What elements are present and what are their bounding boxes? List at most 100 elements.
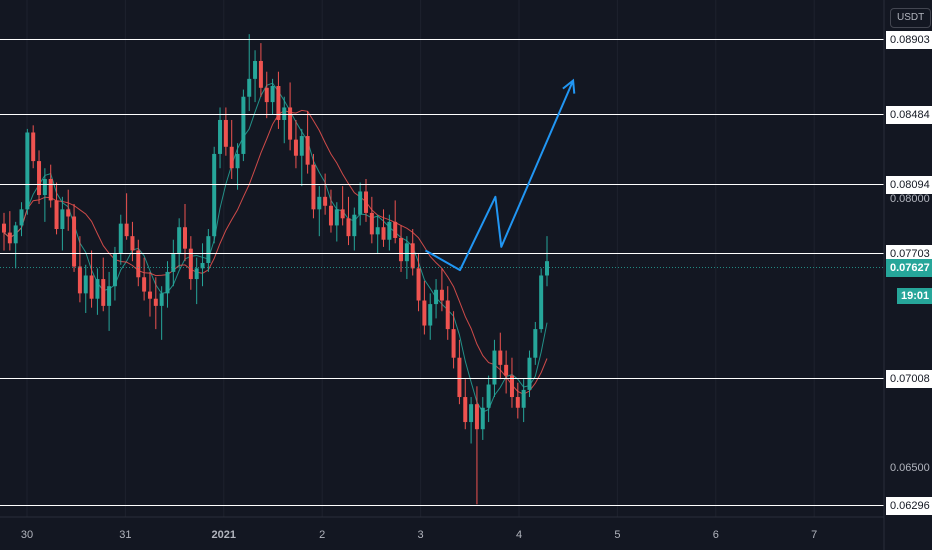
candle-body — [19, 209, 24, 226]
candle-body — [515, 397, 520, 408]
time-axis-tick: 4 — [516, 529, 522, 541]
time-axis: 30 31 2021 2 3 4 5 6 7 — [21, 529, 817, 541]
candle-body — [235, 153, 240, 169]
candle-body — [200, 262, 205, 269]
time-axis-tick: 2 — [319, 529, 325, 541]
candle-body — [118, 223, 123, 255]
candle-body — [101, 279, 106, 306]
candle-body — [334, 209, 339, 226]
candle-body — [177, 227, 182, 255]
candle-body — [183, 227, 187, 249]
candle-body — [77, 266, 82, 294]
candle-body — [328, 205, 333, 226]
candle-body — [293, 139, 298, 156]
candle-body — [165, 271, 170, 294]
support-resistance-levels[interactable] — [0, 39, 884, 506]
candle-body — [206, 236, 211, 263]
candle-body — [352, 214, 357, 237]
candle-body — [492, 350, 497, 385]
time-axis-tick: 2021 — [212, 529, 236, 541]
candle-body — [311, 164, 316, 210]
candle-body — [142, 277, 147, 292]
time-axis-tick: 31 — [119, 529, 131, 541]
candle-body — [364, 191, 368, 213]
candle-body — [393, 221, 398, 238]
candle-body — [188, 248, 193, 280]
candle-body — [428, 304, 433, 326]
level-price-label: 0.06296 — [886, 496, 932, 515]
grid-lines — [26, 0, 815, 517]
candle-body — [124, 223, 129, 237]
candle-body — [89, 275, 94, 299]
candle-body — [509, 375, 514, 398]
candle-body — [171, 254, 176, 272]
candle-body — [480, 407, 485, 430]
candle-body — [445, 300, 450, 330]
candle-body — [112, 254, 117, 287]
candle-body — [527, 357, 532, 390]
candle-body — [258, 60, 263, 88]
candle-body — [299, 136, 304, 156]
candle-body — [7, 232, 12, 244]
candle-body — [457, 357, 462, 398]
candle-body — [31, 132, 36, 162]
time-axis-tick: 30 — [21, 529, 33, 541]
candle-body — [387, 221, 392, 240]
projection-arrowhead — [562, 78, 576, 94]
candle-body — [288, 107, 293, 140]
candle-body — [498, 350, 503, 365]
candle-body — [42, 178, 47, 196]
candle-body — [194, 268, 199, 280]
time-axis-tick: 6 — [713, 529, 719, 541]
candle-body — [369, 212, 374, 235]
candle-body — [463, 397, 468, 423]
candle-body — [404, 243, 409, 262]
level-price-label: 0.08903 — [886, 30, 932, 49]
candle-body — [439, 289, 444, 301]
candle-body — [264, 87, 269, 103]
time-axis-tick: 5 — [614, 529, 620, 541]
candle-body — [107, 286, 112, 306]
current-price-label: 0.07627 — [886, 258, 932, 277]
candle-body — [358, 191, 363, 215]
candle-body — [416, 268, 421, 301]
candle-body — [521, 389, 526, 408]
candle-body — [474, 404, 479, 430]
moving-average-line — [3, 109, 548, 395]
candle-body — [434, 289, 439, 305]
time-axis-tick: 7 — [811, 529, 817, 541]
candle-body — [136, 250, 141, 278]
candle-body — [381, 227, 386, 240]
candle-body — [2, 223, 6, 233]
candle-body — [317, 196, 322, 210]
candle-body — [159, 293, 164, 306]
candle-body — [375, 227, 380, 235]
candle-body — [37, 161, 42, 196]
candle-body — [323, 196, 328, 206]
candle-body — [399, 237, 404, 262]
currency-button[interactable]: USDT — [890, 8, 932, 28]
candlesticks — [2, 34, 549, 505]
candle-body — [422, 300, 427, 326]
candle-body — [223, 119, 228, 147]
candle-body — [533, 329, 538, 358]
candle-body — [72, 216, 77, 267]
candle-body — [276, 86, 281, 120]
candle-body — [469, 404, 474, 423]
candle-body — [282, 107, 287, 120]
candle-body — [218, 119, 223, 154]
projection-line[interactable] — [425, 80, 575, 272]
candle-body — [130, 236, 135, 251]
projection-path[interactable] — [425, 78, 576, 272]
candle-body — [451, 329, 456, 358]
candle-body — [95, 279, 100, 299]
candle-body — [270, 86, 275, 103]
candle-body — [13, 225, 18, 244]
candle-body — [545, 261, 549, 276]
candle-body — [54, 200, 59, 230]
bar-countdown-label: 19:01 — [897, 287, 932, 304]
candle-body — [410, 243, 415, 269]
candle-body — [212, 153, 217, 237]
candle-body — [83, 275, 88, 294]
